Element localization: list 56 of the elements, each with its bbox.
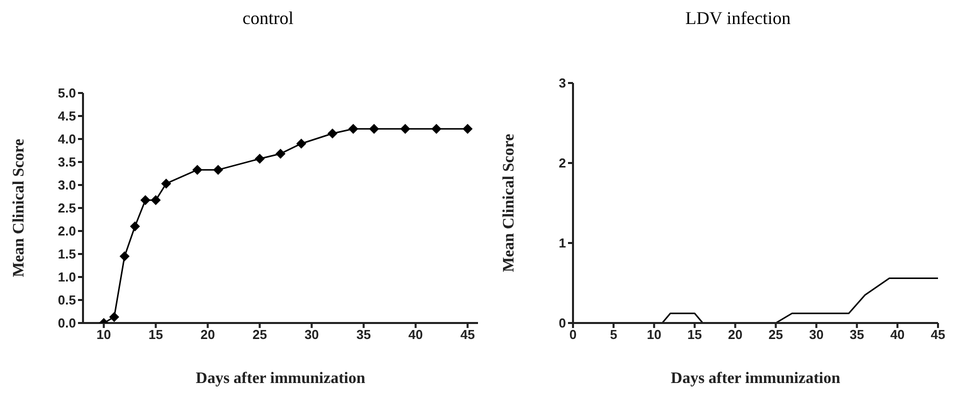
y-tick-label: 2 bbox=[558, 156, 566, 171]
x-tick-label: 25 bbox=[252, 327, 267, 342]
y-tick-label: 1.5 bbox=[58, 246, 76, 262]
point bbox=[120, 251, 130, 262]
point bbox=[254, 154, 265, 164]
y-axis-title: Mean Clinical Score bbox=[10, 138, 28, 278]
x-tick-label: 35 bbox=[356, 327, 371, 342]
y-tick-label: 3 bbox=[558, 76, 566, 91]
y-tick-label: 1 bbox=[558, 236, 566, 251]
y-tick-label: 5.0 bbox=[58, 86, 76, 101]
y-tick-label: 0 bbox=[558, 316, 566, 331]
x-axis-title: Days after immunization bbox=[196, 370, 366, 387]
y-tick-label: 2.0 bbox=[58, 224, 76, 239]
x-tick-label: 25 bbox=[768, 327, 784, 342]
y-tick-label: 3.5 bbox=[58, 154, 76, 170]
x-tick-label: 30 bbox=[304, 327, 319, 342]
x-axis-title: Days after immunization bbox=[670, 370, 840, 387]
x-tick-label: 0 bbox=[569, 327, 577, 342]
chart-title: control bbox=[242, 8, 294, 30]
y-tick-label: 4.0 bbox=[58, 132, 76, 147]
point bbox=[327, 128, 338, 138]
y-tick-label: 1.0 bbox=[58, 270, 76, 285]
y-tick-label: 0.5 bbox=[58, 292, 76, 308]
y-tick-label: 3.0 bbox=[58, 178, 76, 193]
point bbox=[150, 195, 161, 206]
point bbox=[462, 124, 473, 134]
x-tick-label: 35 bbox=[850, 327, 864, 342]
chart-title: LDV infection bbox=[684, 8, 792, 30]
y-tick-label: 0.0 bbox=[58, 316, 76, 331]
x-tick-label: 45 bbox=[930, 327, 946, 342]
x-tick-label: 15 bbox=[687, 327, 702, 342]
y-axis-title: Mean Clinical Score bbox=[500, 134, 518, 272]
point bbox=[400, 124, 410, 134]
x-tick-label: 5 bbox=[610, 327, 618, 342]
point bbox=[161, 178, 172, 189]
x-tick-label: 40 bbox=[890, 327, 905, 342]
y-tick-label: 4.5 bbox=[58, 108, 76, 124]
point bbox=[276, 148, 286, 159]
point bbox=[213, 164, 224, 175]
point bbox=[140, 195, 150, 206]
point bbox=[130, 221, 140, 232]
x-tick-label: 15 bbox=[148, 327, 163, 342]
x-tick-label: 20 bbox=[200, 327, 215, 342]
y-tick-label: 2.5 bbox=[58, 200, 76, 216]
x-tick-label: 30 bbox=[809, 327, 824, 342]
point bbox=[431, 124, 442, 134]
point bbox=[369, 124, 380, 134]
x-tick-label: 10 bbox=[646, 327, 662, 342]
point bbox=[109, 312, 120, 322]
point bbox=[192, 164, 202, 175]
point bbox=[296, 138, 306, 149]
x-tick-label: 45 bbox=[460, 327, 475, 342]
x-tick-label: 20 bbox=[728, 327, 742, 342]
x-tick-label: 10 bbox=[96, 327, 112, 342]
point bbox=[348, 124, 358, 134]
x-tick-label: 40 bbox=[408, 327, 423, 342]
